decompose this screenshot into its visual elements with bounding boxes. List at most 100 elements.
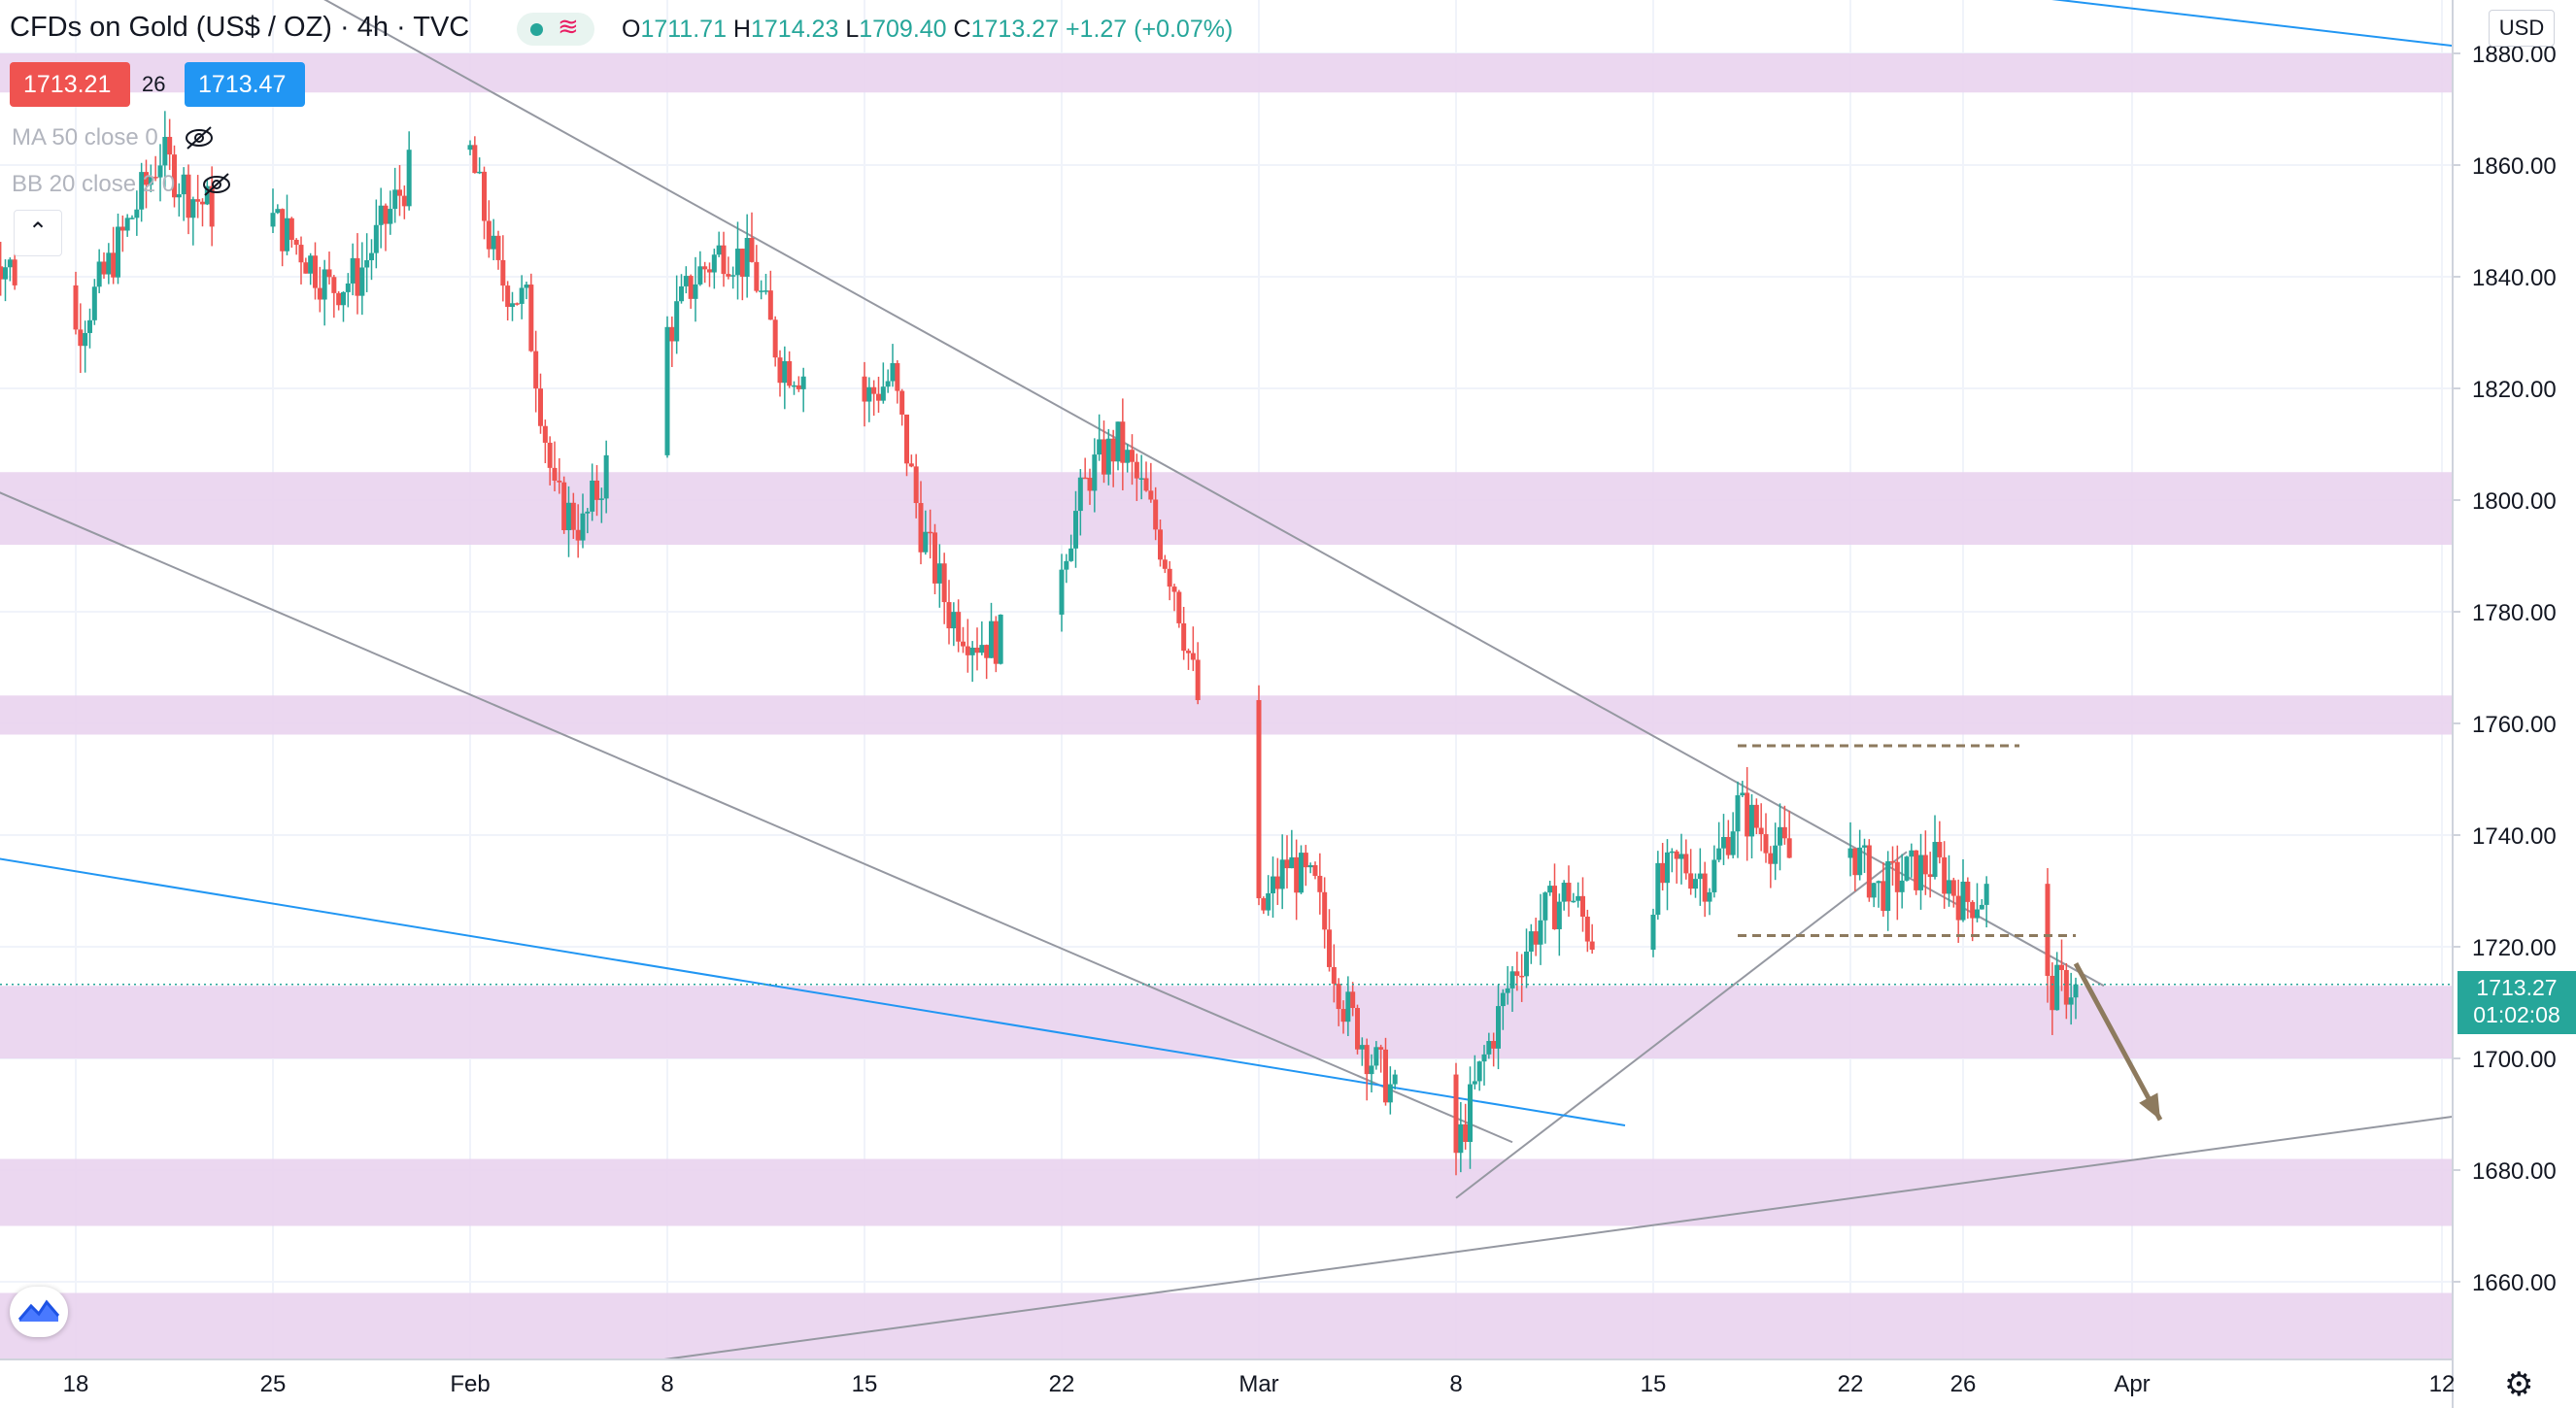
- eye-off-icon[interactable]: [183, 125, 216, 151]
- candle-body: [1650, 915, 1656, 951]
- candle-body: [87, 319, 92, 333]
- candle-body: [1519, 975, 1525, 978]
- candle-body: [993, 620, 999, 664]
- trend-lines: [0, 0, 2471, 1394]
- candle-body: [772, 319, 778, 358]
- candle-body: [1552, 886, 1557, 929]
- candle-body: [500, 259, 506, 286]
- candle-body: [787, 360, 793, 386]
- candle-body: [693, 284, 698, 299]
- indicator-bb-label[interactable]: BB 20 close 2 0: [12, 171, 176, 197]
- symbol-title[interactable]: CFDs on Gold (US$ / OZ) · 4h · TVC: [10, 12, 470, 43]
- candle-body: [961, 641, 966, 647]
- tradingview-logo-icon[interactable]: [10, 1287, 68, 1337]
- candle-body: [1922, 855, 1928, 875]
- candle-body: [1730, 831, 1736, 855]
- buy-button[interactable]: 1713.47: [185, 62, 305, 107]
- candle-body: [1725, 836, 1731, 855]
- candle-body: [754, 261, 760, 291]
- candle-body: [2045, 884, 2051, 976]
- candle-body: [3, 267, 8, 280]
- bar-countdown: 01:02:08: [2473, 1002, 2560, 1027]
- candle-body: [1660, 862, 1666, 884]
- candle-body: [716, 245, 722, 255]
- candle-body: [759, 290, 764, 292]
- candle-body: [1778, 826, 1782, 846]
- collapse-legend-button[interactable]: ⌃: [14, 210, 62, 256]
- candle-body: [153, 177, 158, 179]
- candle-body: [388, 209, 393, 224]
- candle-body: [594, 480, 599, 500]
- candle-body: [1299, 853, 1304, 893]
- candle-body: [998, 614, 1003, 664]
- candle-body: [763, 290, 768, 292]
- market-status[interactable]: ≋: [517, 13, 594, 46]
- candle-body: [1505, 988, 1510, 993]
- candle-body: [1932, 842, 1938, 878]
- open-label: O: [622, 16, 641, 43]
- candle-body: [1918, 855, 1923, 890]
- candle-body: [2050, 975, 2055, 1011]
- candle-body: [866, 386, 872, 402]
- candle-body: [1496, 1006, 1501, 1049]
- candle-body: [505, 285, 511, 308]
- candle-body: [1566, 883, 1572, 902]
- candle-body: [524, 285, 529, 288]
- candle-body: [1364, 1045, 1370, 1075]
- candle-body: [1688, 873, 1694, 889]
- candle-body: [298, 245, 304, 263]
- candlestick-series: [0, 111, 2079, 1176]
- candle-body: [1097, 439, 1102, 455]
- close-value: 1713.27: [970, 16, 1059, 43]
- candle-body: [1580, 895, 1585, 917]
- candle-body: [1947, 880, 1951, 894]
- eye-off-icon[interactable]: [200, 172, 233, 197]
- candle-body: [2054, 964, 2060, 1011]
- candle-body: [1697, 873, 1703, 880]
- x-tick-label: Feb: [450, 1371, 490, 1397]
- candle-body: [890, 363, 896, 382]
- candle-body: [1392, 1074, 1398, 1085]
- candle-body: [383, 205, 389, 224]
- candle-body: [406, 150, 412, 207]
- x-tick-label: 8: [1449, 1371, 1462, 1397]
- indicator-ma-label[interactable]: MA 50 close 0: [12, 124, 158, 151]
- candle-body: [1786, 838, 1792, 858]
- x-tick-label: 15: [852, 1371, 878, 1397]
- candle-body: [913, 466, 919, 504]
- candle-body: [1130, 450, 1135, 462]
- sell-button[interactable]: 1713.21: [10, 62, 130, 107]
- chart-grid: [0, 0, 2453, 1359]
- y-tick-label: 1760.00: [2472, 712, 2557, 738]
- candle-body: [533, 351, 539, 389]
- candle-body: [1847, 848, 1853, 858]
- candle-body: [1167, 568, 1172, 587]
- candle-body: [167, 136, 173, 155]
- candle-body: [364, 259, 370, 268]
- candle-body: [1340, 1009, 1346, 1022]
- candle-body: [1148, 490, 1154, 500]
- candle-body: [1378, 1047, 1384, 1050]
- candle-body: [1538, 920, 1543, 945]
- candle-body: [1975, 909, 1980, 919]
- candle-body: [91, 286, 97, 320]
- candle-body: [510, 303, 515, 308]
- candle-body: [1102, 439, 1106, 475]
- gear-icon[interactable]: ⚙: [2504, 1366, 2534, 1403]
- chevron-up-icon: ⌃: [27, 218, 49, 245]
- candle-body: [341, 291, 346, 306]
- currency-button[interactable]: USD: [2489, 10, 2555, 47]
- candle-body: [1284, 859, 1290, 869]
- candle-body: [528, 285, 534, 352]
- wave-icon: ≋: [558, 13, 579, 42]
- y-tick-label: 1740.00: [2472, 823, 2557, 850]
- price-zone: [0, 1292, 2453, 1359]
- candle-body: [172, 154, 177, 198]
- candle-body: [78, 329, 84, 347]
- candle-body: [899, 390, 905, 415]
- y-tick-label: 1820.00: [2472, 377, 2557, 403]
- x-tick-label: 18: [63, 1371, 89, 1397]
- candle-body: [83, 332, 88, 347]
